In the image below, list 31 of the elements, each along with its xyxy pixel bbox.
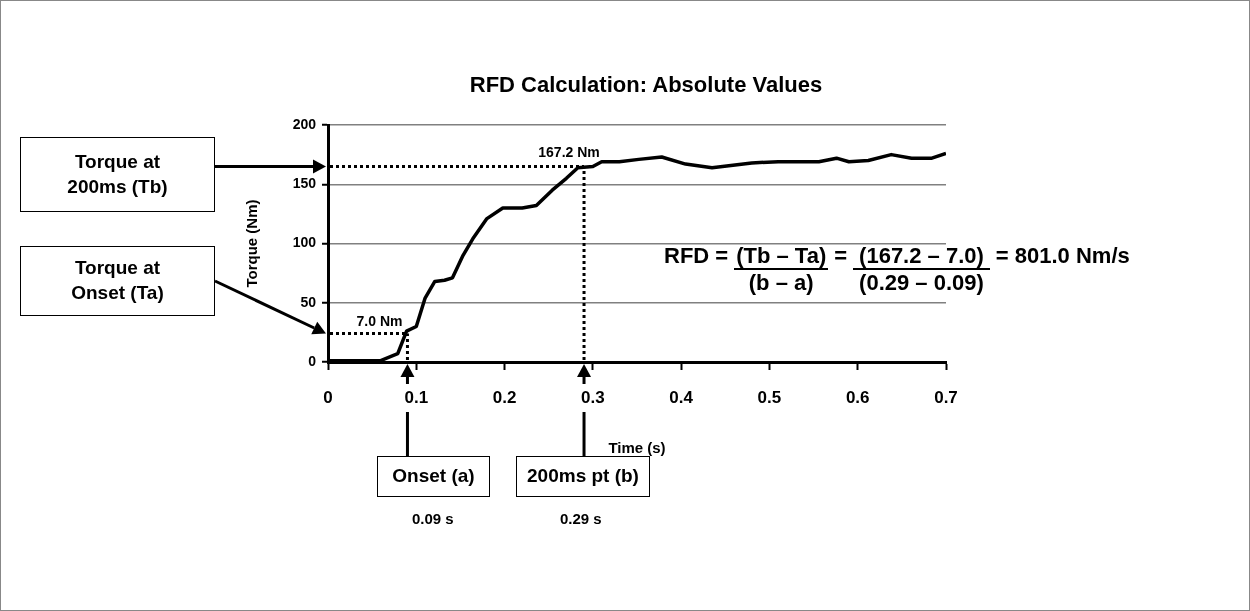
x-tick-label: 0.4 — [669, 387, 694, 407]
x-tick-label: 0.5 — [757, 387, 782, 407]
x-tick-label: 0 — [323, 387, 333, 407]
y-tick-label: 0 — [308, 352, 317, 369]
annotation: (b – a) — [734, 268, 829, 296]
y-axis-title: Torque (Nm) — [243, 199, 261, 288]
text: Torque at Onset (Ta) — [70, 256, 165, 305]
x-tick-label: 0.3 — [581, 387, 605, 407]
y-tick-label: 50 — [300, 293, 317, 310]
annotation: (Tb – Ta) — [735, 243, 828, 269]
text: 200ms pt (b) — [527, 464, 639, 489]
annotation: (167.2 – 7.0) — [858, 243, 985, 269]
x-tick-label: 0.6 — [845, 387, 870, 407]
text: 0.29 s — [560, 510, 602, 527]
y-tick-label: 200 — [292, 115, 317, 132]
x-axis-title: Time (s) — [608, 439, 666, 457]
annotation: RFD = — [664, 243, 729, 269]
text: 0.09 s — [412, 510, 454, 527]
y-tick-label: 100 — [292, 234, 317, 251]
x-tick-label: 0.7 — [934, 387, 958, 407]
chart-title: RFD Calculation: Absolute Values — [469, 72, 823, 97]
annotation: (0.29 – 0.09) — [853, 268, 990, 296]
x-tick-label: 0.1 — [404, 387, 429, 407]
y-tick-label: 150 — [292, 175, 317, 192]
text: = 801.0 Nm/s — [995, 243, 1130, 269]
annotation: = — [834, 243, 848, 269]
text: Onset (a) — [392, 464, 475, 489]
text: Torque at 200ms (Tb) — [66, 149, 169, 199]
annotation: 167.2 Nm — [538, 144, 600, 161]
annotation: 7.0 Nm — [356, 313, 403, 330]
x-tick-label: 0.2 — [492, 387, 517, 407]
